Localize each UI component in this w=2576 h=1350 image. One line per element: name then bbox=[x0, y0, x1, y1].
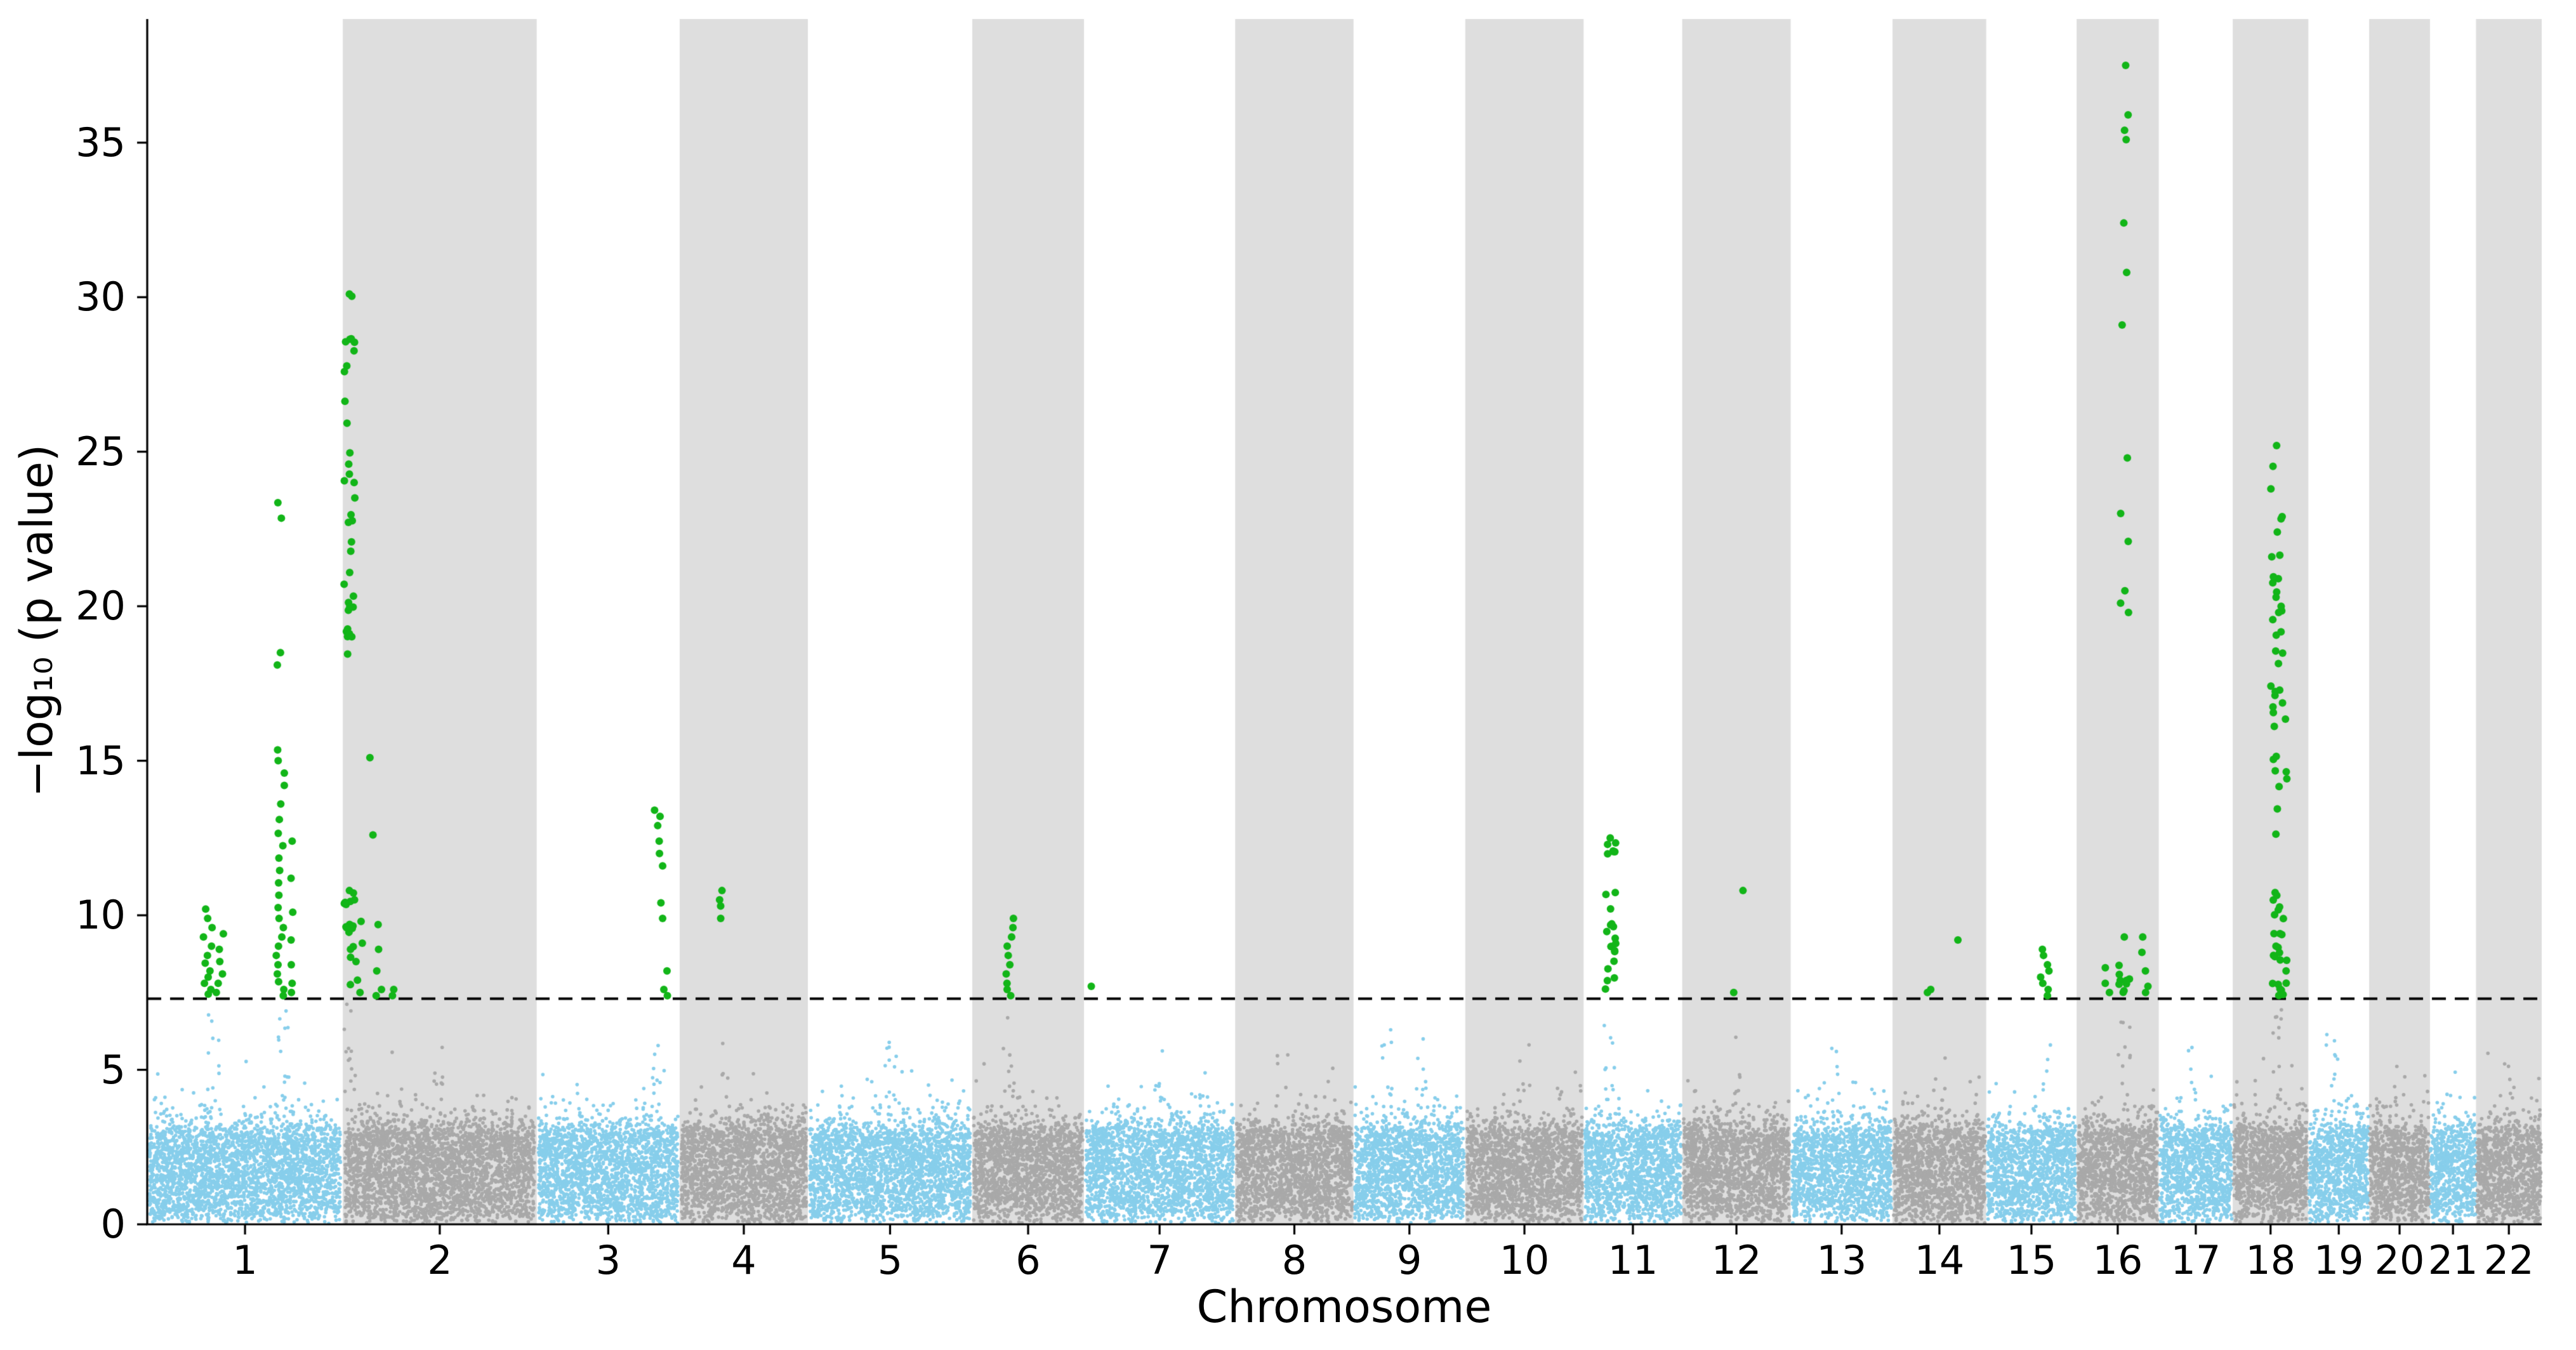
y-tick-label: 25 bbox=[76, 428, 126, 475]
y-tick-label: 10 bbox=[76, 892, 126, 939]
x-tick-label: 6 bbox=[1015, 1237, 1041, 1283]
x-tick-label: 13 bbox=[1816, 1237, 1867, 1283]
x-tick-label: 5 bbox=[877, 1237, 903, 1283]
y-tick-label: 15 bbox=[76, 737, 126, 784]
x-tick-label: 21 bbox=[2427, 1237, 2478, 1283]
x-tick-label: 7 bbox=[1147, 1237, 1172, 1283]
x-axis-label: Chromosome bbox=[1196, 1281, 1492, 1333]
x-tick-label: 8 bbox=[1281, 1237, 1307, 1283]
y-tick-label: 5 bbox=[100, 1046, 126, 1093]
x-tick-label: 1 bbox=[232, 1237, 258, 1283]
x-tick-label: 14 bbox=[1914, 1237, 1965, 1283]
x-tick-label: 20 bbox=[2374, 1237, 2425, 1283]
y-tick-label: 35 bbox=[76, 119, 126, 166]
x-tick-label: 22 bbox=[2483, 1237, 2534, 1283]
y-tick-label: 20 bbox=[76, 583, 126, 630]
x-tick-label: 4 bbox=[731, 1237, 756, 1283]
x-tick-label: 15 bbox=[2006, 1237, 2057, 1283]
x-tick-label: 17 bbox=[2170, 1237, 2221, 1283]
x-tick-label: 9 bbox=[1397, 1237, 1422, 1283]
x-tick-label: 19 bbox=[2313, 1237, 2364, 1283]
y-tick-label: 0 bbox=[100, 1201, 126, 1247]
x-tick-label: 18 bbox=[2245, 1237, 2296, 1283]
x-tick-label: 2 bbox=[427, 1237, 452, 1283]
x-tick-label: 3 bbox=[595, 1237, 621, 1283]
x-tick-label: 10 bbox=[1499, 1237, 1550, 1283]
x-tick-label: 12 bbox=[1711, 1237, 1762, 1283]
x-tick-label: 11 bbox=[1608, 1237, 1658, 1283]
x-tick-label: 16 bbox=[2092, 1237, 2143, 1283]
y-tick-label: 30 bbox=[76, 274, 126, 321]
